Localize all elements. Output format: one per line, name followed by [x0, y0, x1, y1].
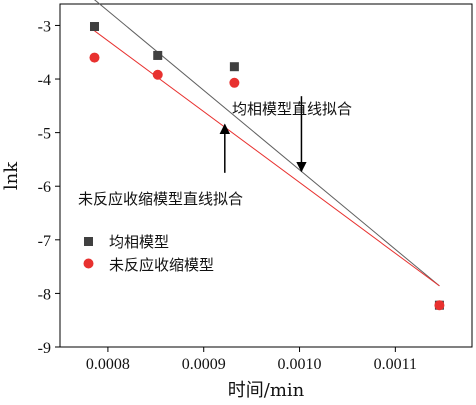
- x-axis-title: 时间/min: [228, 380, 305, 401]
- x-tick-label: 0.0008: [86, 356, 130, 373]
- fit-lines: [94, 0, 440, 287]
- y-tick-label: -5: [38, 126, 51, 143]
- annotation-homogeneous-fit: 均相模型直线拟合: [232, 100, 352, 118]
- point-homogeneous: [229, 62, 239, 72]
- x-tick-label: 0.0009: [182, 356, 226, 373]
- legend-label-shrinking-core: 未反应收缩模型: [109, 256, 214, 274]
- plot-area: [59, 3, 473, 348]
- point-shrinking-core: [434, 300, 445, 311]
- legend: 均相模型 未反应收缩模型: [83, 233, 214, 274]
- y-tick-label: -4: [38, 72, 51, 89]
- plot-frame: [59, 3, 473, 348]
- y-tick-label: -3: [38, 18, 51, 35]
- y-tick-label: -9: [38, 340, 51, 357]
- data-points: [89, 22, 445, 311]
- point-homogeneous: [153, 50, 163, 60]
- annotations: [219, 96, 307, 173]
- legend-marker-shrinking-core: [83, 258, 94, 269]
- x-tick-label: 0.0010: [278, 356, 322, 373]
- fit-line-shrinking-core: [94, 30, 440, 287]
- y-tick-label: -6: [38, 179, 51, 196]
- point-homogeneous: [89, 22, 99, 32]
- fit-line-homogeneous: [94, 0, 440, 287]
- legend-marker-homogeneous: [84, 237, 93, 246]
- y-tick-label: -7: [38, 233, 51, 250]
- point-shrinking-core: [89, 52, 100, 63]
- point-shrinking-core: [229, 77, 240, 88]
- annotation-shrinking-core-fit: 未反应收缩模型直线拟合: [78, 190, 243, 208]
- axis-ticks: 0.0008 0.0009 0.0010 0.0011 -9 -8 -7 -6 -5 -4 -3: [38, 18, 417, 373]
- legend-label-homogeneous: 均相模型: [109, 233, 169, 251]
- point-shrinking-core: [152, 69, 163, 80]
- x-tick-label: 0.0011: [374, 356, 417, 373]
- y-tick-label: -8: [38, 286, 51, 303]
- y-axis-title: lnk: [1, 161, 22, 190]
